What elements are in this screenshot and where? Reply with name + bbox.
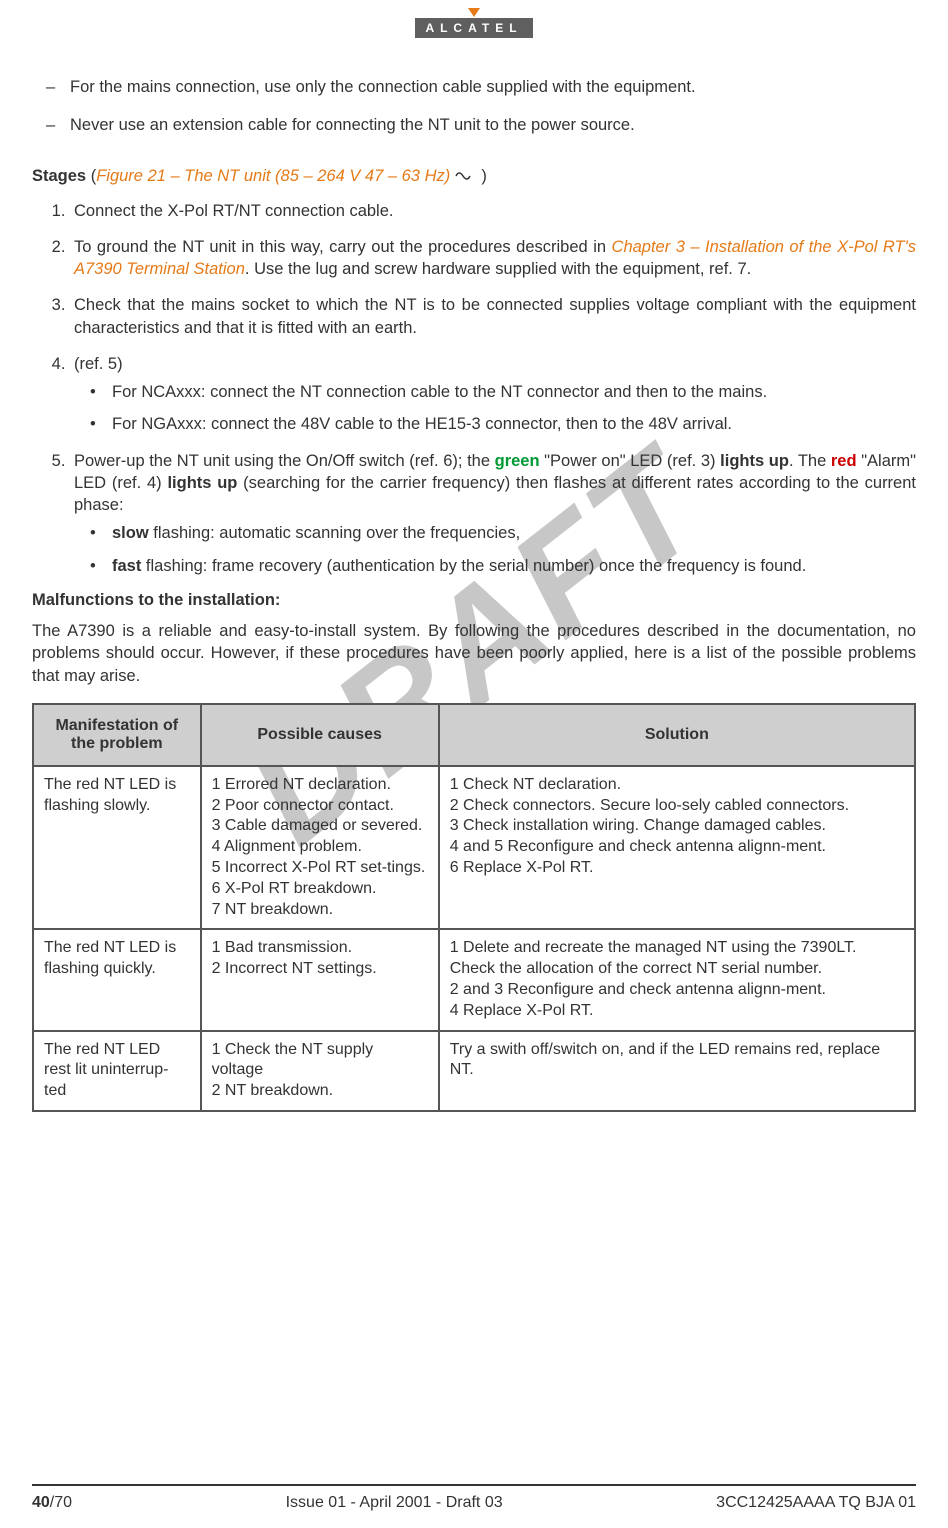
step-4-text: (ref. 5) <box>74 355 123 373</box>
green-text: green <box>495 452 540 470</box>
intro-bullet: Never use an extension cable for connect… <box>70 114 916 136</box>
stages-label: Stages <box>32 167 86 185</box>
step-5: Power-up the NT unit using the On/Off sw… <box>70 450 916 577</box>
cell-problem: The red NT LED is flashing slowly. <box>33 766 201 930</box>
cell-causes: 1 Check the NT supply voltage 2 NT break… <box>201 1031 439 1111</box>
table-header-causes: Possible causes <box>201 704 439 766</box>
step-5-bullet: slow flashing: automatic scanning over t… <box>112 522 916 544</box>
table-header-solution: Solution <box>439 704 915 766</box>
cell-causes: 1 Bad transmission. 2 Incorrect NT setti… <box>201 929 439 1030</box>
step-5-b: "Power on" LED (ref. 3) <box>540 452 721 470</box>
malfunctions-heading: Malfunctions to the installation: <box>32 591 916 610</box>
red-text: red <box>831 452 857 470</box>
brand-logo: ALCATEL <box>32 18 916 38</box>
cell-solution: 1 Check NT declaration. 2 Check connecto… <box>439 766 915 930</box>
slow-label: slow <box>112 524 149 542</box>
numbered-steps: Connect the X-Pol RT/NT connection cable… <box>32 200 916 577</box>
step-5-c: . The <box>789 452 831 470</box>
step-3: Check that the mains socket to which the… <box>70 294 916 339</box>
lights-up-1: lights up <box>720 452 789 470</box>
brand-logo-text: ALCATEL <box>425 21 522 35</box>
table-row: The red NT LED rest lit uninterrup-ted 1… <box>33 1031 915 1111</box>
step-1: Connect the X-Pol RT/NT connection cable… <box>70 200 916 222</box>
stages-heading: Stages (Figure 21 – The NT unit (85 – 26… <box>32 167 916 186</box>
footer-docid: 3CC12425AAAA TQ BJA 01 <box>716 1494 916 1512</box>
step-2-text-b: . Use the lug and screw hardware supplie… <box>245 260 751 278</box>
cell-solution: Try a swith off/switch on, and if the LE… <box>439 1031 915 1111</box>
step-5-bullet: fast flashing: frame recovery (authentic… <box>112 555 916 577</box>
troubleshooting-table: Manifestation of the problem Possible ca… <box>32 703 916 1112</box>
page-number-total: /70 <box>50 1494 72 1511</box>
cell-causes: 1 Errored NT declaration. 2 Poor connect… <box>201 766 439 930</box>
step-2-text-a: To ground the NT unit in this way, carry… <box>74 238 612 256</box>
paren-close: ) <box>477 167 487 185</box>
step-5-a: Power-up the NT unit using the On/Off sw… <box>74 452 495 470</box>
page-number: 40/70 <box>32 1494 72 1512</box>
ac-symbol-icon <box>455 170 477 182</box>
footer-issue: Issue 01 - April 2001 - Draft 03 <box>286 1494 503 1512</box>
malfunctions-paragraph: The A7390 is a reliable and easy-to-inst… <box>32 620 916 687</box>
page-footer: 40/70 Issue 01 - April 2001 - Draft 03 3… <box>32 1484 916 1512</box>
fast-text: flashing: frame recovery (authentication… <box>141 557 806 575</box>
lights-up-2: lights up <box>167 474 237 492</box>
table-row: The red NT LED is flashing quickly. 1 Ba… <box>33 929 915 1030</box>
intro-bullet: For the mains connection, use only the c… <box>70 76 916 98</box>
step-4: (ref. 5) For NCAxxx: connect the NT conn… <box>70 353 916 436</box>
table-header-problem: Manifestation of the problem <box>33 704 201 766</box>
figure-reference: Figure 21 – The NT unit (85 – 264 V 47 –… <box>96 167 450 185</box>
intro-bullet-list: For the mains connection, use only the c… <box>32 76 916 137</box>
step-2: To ground the NT unit in this way, carry… <box>70 236 916 281</box>
page-number-current: 40 <box>32 1494 50 1511</box>
table-body: The red NT LED is flashing slowly. 1 Err… <box>33 766 915 1111</box>
cell-solution: 1 Delete and recreate the managed NT usi… <box>439 929 915 1030</box>
slow-text: flashing: automatic scanning over the fr… <box>149 524 520 542</box>
cell-problem: The red NT LED rest lit uninterrup-ted <box>33 1031 201 1111</box>
step-4-bullet: For NGAxxx: connect the 48V cable to the… <box>112 413 916 435</box>
table-row: The red NT LED is flashing slowly. 1 Err… <box>33 766 915 930</box>
cell-problem: The red NT LED is flashing quickly. <box>33 929 201 1030</box>
fast-label: fast <box>112 557 141 575</box>
step-4-bullet: For NCAxxx: connect the NT connection ca… <box>112 381 916 403</box>
